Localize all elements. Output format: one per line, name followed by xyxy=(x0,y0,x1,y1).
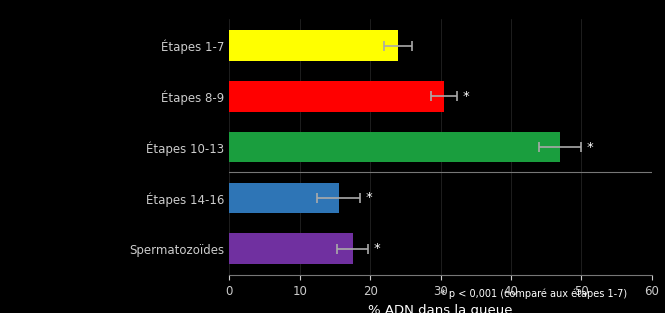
Bar xyxy=(229,81,444,112)
Bar xyxy=(229,30,398,61)
Text: *: * xyxy=(587,141,594,154)
Bar xyxy=(229,132,560,162)
Bar xyxy=(229,182,338,213)
Text: *: * xyxy=(462,90,469,103)
Text: *: * xyxy=(365,191,372,204)
Text: *: * xyxy=(374,242,380,255)
X-axis label: % ADN dans la queue: % ADN dans la queue xyxy=(368,304,513,313)
Bar xyxy=(229,233,352,264)
Text: * p < 0,001 (comparé aux étapes 1-7): * p < 0,001 (comparé aux étapes 1-7) xyxy=(441,288,626,299)
